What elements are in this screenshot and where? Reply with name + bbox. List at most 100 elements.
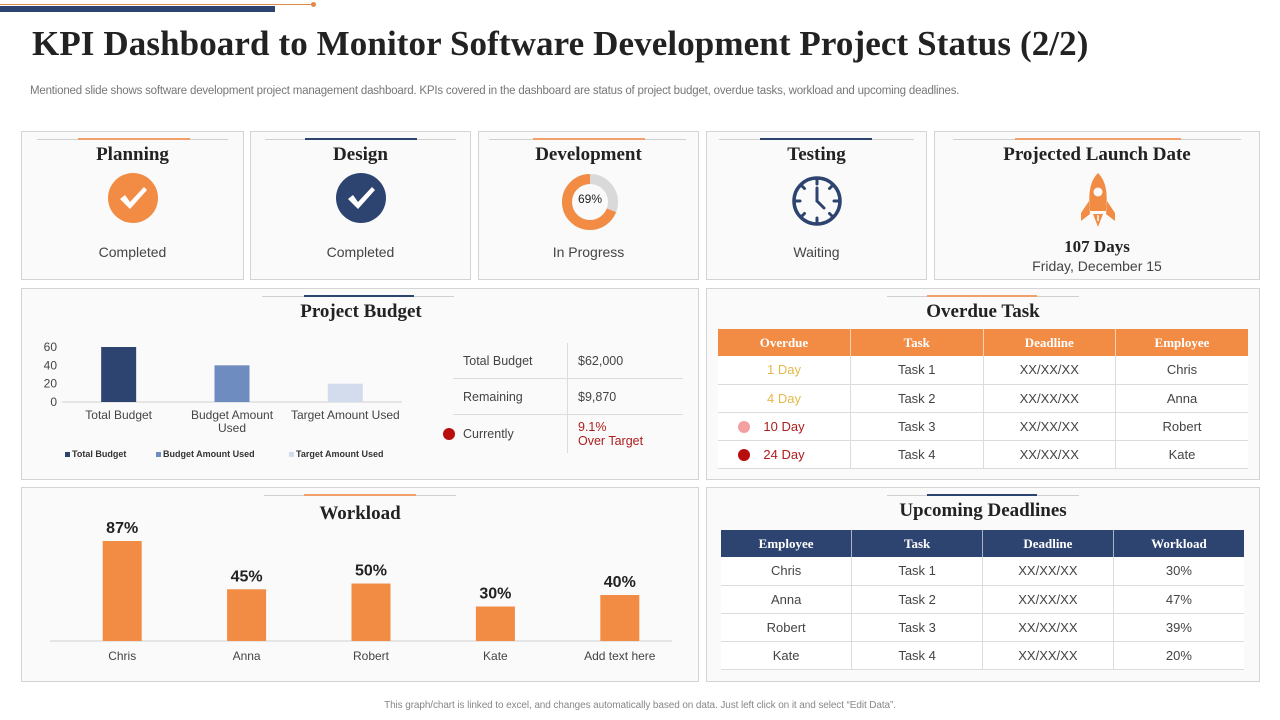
phase-title: Development [535, 144, 642, 165]
column-header: Workload [1113, 530, 1244, 557]
workload-bar-1 [102, 541, 142, 641]
data-label: 45% [231, 568, 263, 585]
workload-cell: 39% [1113, 613, 1244, 642]
header-accent-bar [0, 6, 275, 12]
rocket-icon [1081, 173, 1115, 227]
overdue-days: 1 Day [718, 356, 851, 385]
budget-value-over-target: 9.1% Over Target [578, 420, 644, 448]
task-cell: Task 1 [851, 557, 983, 586]
task-cell: Task 2 [850, 384, 984, 413]
budget-row-remaining: Remaining $9,870 [453, 379, 683, 415]
budget-value: $62,000 [578, 354, 624, 368]
workload-bar-4 [475, 606, 515, 641]
x-tick-label: Used [218, 421, 246, 435]
footer-note: This graph/chart is linked to excel, and… [384, 700, 896, 711]
deadline-cell: XX/XX/XX [982, 641, 1114, 670]
x-tick-label: Total Budget [85, 408, 152, 422]
budget-value: $9,870 [578, 390, 617, 404]
overdue-table: Overdue Task Deadline Employee 1 Day Tas… [718, 329, 1248, 469]
workload-bar-2 [227, 589, 267, 641]
workload-title: Workload [319, 503, 401, 524]
budget-row-currently: Currently 9.1% Over Target [443, 415, 683, 459]
task-cell: Task 3 [850, 412, 984, 441]
legend-label: Total Budget [72, 449, 126, 459]
bar-target-amount-used [327, 383, 363, 402]
column-header: Deadline [982, 530, 1114, 557]
overdue-title: Overdue Task [926, 301, 1040, 322]
legend-label: Target Amount Used [296, 449, 384, 459]
phase-card-design: Design Completed [250, 131, 471, 280]
launch-date: Friday, December 15 [1032, 258, 1162, 274]
workload-bar-5 [600, 595, 640, 641]
table-row: 24 Day Task 4 XX/XX/XX Kate [718, 440, 1248, 469]
check-circle-icon [108, 173, 158, 223]
column-header: Task [850, 329, 984, 356]
deadline-cell: XX/XX/XX [983, 412, 1116, 441]
employee-cell: Robert [721, 613, 853, 642]
budget-summary-table: Total Budget $62,000 Remaining $9,870 Cu… [443, 343, 683, 459]
data-label: 40% [604, 574, 636, 591]
task-cell: Task 1 [850, 356, 984, 385]
deadline-cell: XX/XX/XX [983, 384, 1116, 413]
legend-label: Budget Amount Used [163, 449, 255, 459]
column-header: Employee [721, 530, 853, 557]
budget-table-divider [567, 343, 568, 453]
progress-donut [562, 174, 618, 230]
budget-label: Total Budget [463, 354, 533, 368]
data-label: 30% [479, 586, 511, 603]
check-circle-icon [336, 173, 386, 223]
workload-cell: 20% [1113, 641, 1244, 670]
phase-title: Design [333, 144, 388, 165]
employee-cell: Kate [1115, 440, 1248, 469]
table-row: 4 Day Task 2 XX/XX/XX Anna [718, 384, 1248, 413]
status-dot-icon [738, 420, 750, 433]
status-dot-icon [738, 448, 750, 461]
header-accent-line [0, 4, 313, 5]
clock-icon [792, 176, 842, 226]
legend-swatch [156, 452, 161, 457]
workload-bar-3 [351, 583, 391, 641]
overdue-days-cell: 10 Day [718, 412, 851, 441]
x-tick-label: Target Amount Used [291, 408, 400, 422]
overdue-days: 4 Day [718, 384, 851, 413]
column-header: Deadline [983, 329, 1116, 356]
phase-status: Completed [326, 244, 395, 260]
task-cell: Task 2 [851, 585, 983, 614]
deadline-cell: XX/XX/XX [983, 356, 1116, 385]
deadline-cell: XX/XX/XX [982, 557, 1114, 586]
upcoming-table: Employee Task Deadline Workload Chris Ta… [721, 530, 1244, 670]
employee-cell: Robert [1115, 412, 1248, 441]
phase-card-development: Development 69% In Progress [478, 131, 699, 280]
table-row: Chris Task 1 XX/XX/XX 30% [721, 557, 1244, 586]
column-header: Task [851, 530, 983, 557]
y-tick-label: 40 [44, 358, 58, 372]
table-row: 1 Day Task 1 XX/XX/XX Chris [718, 356, 1248, 385]
y-tick-label: 60 [44, 340, 58, 354]
status-dot-icon [443, 428, 455, 440]
overdue-days-cell: 24 Day [718, 440, 851, 469]
x-tick-label: Robert [353, 649, 390, 663]
bar-budget-amount-used [214, 365, 250, 402]
workload-chart: 87% Chris 45% Anna 50% Robert 30% Kate 40% Add te… [50, 520, 672, 663]
task-cell: Task 4 [850, 440, 984, 469]
x-tick-label: Kate [483, 649, 508, 663]
legend-swatch [289, 452, 294, 457]
launch-title: Projected Launch Date [1003, 144, 1191, 165]
budget-row-total: Total Budget $62,000 [453, 343, 683, 379]
donut-progress-arc [562, 174, 618, 230]
budget-label: Remaining [463, 390, 523, 404]
table-row: 10 Day Task 3 XX/XX/XX Robert [718, 412, 1248, 441]
employee-cell: Chris [721, 557, 853, 586]
header-accent-dot [311, 2, 316, 7]
employee-cell: Anna [1115, 384, 1248, 413]
y-tick-label: 0 [50, 395, 57, 409]
page-subtitle: Mentioned slide shows software developme… [30, 85, 960, 97]
progress-label: 69% [577, 192, 603, 206]
table-row: Anna Task 2 XX/XX/XX 47% [721, 585, 1244, 614]
employee-cell: Anna [721, 585, 853, 614]
workload-cell: 30% [1113, 557, 1244, 586]
phase-card-planning: Planning Completed [21, 131, 244, 280]
employee-cell: Chris [1115, 356, 1248, 385]
phase-title: Testing [787, 144, 846, 165]
